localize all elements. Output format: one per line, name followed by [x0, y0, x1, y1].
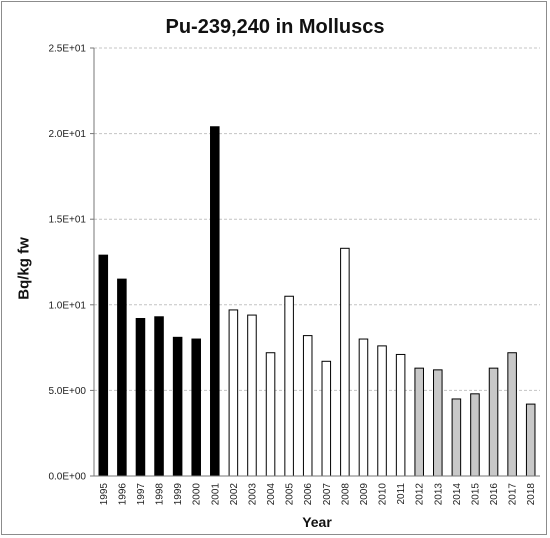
- bar: [470, 393, 480, 477]
- x-tick-label: 1995: [99, 483, 110, 506]
- bar: [321, 360, 332, 477]
- y-tick-labels: 0.0E+00 5.0E+00 1.0E+01 1.5E+01 2.0E+01 2.5E+…: [48, 44, 86, 483]
- y-tick-label: 5.0E+00: [48, 386, 86, 397]
- x-tick-label: 2008: [340, 483, 351, 506]
- x-tick-label: 2006: [303, 483, 314, 506]
- x-tick-label: 2011: [396, 483, 407, 505]
- bar: [172, 336, 183, 477]
- x-tick-label: 2001: [210, 483, 221, 506]
- bar: [154, 316, 164, 477]
- x-tick-label: 2007: [322, 483, 333, 506]
- gridlines: [94, 47, 540, 391]
- chart-title: Pu-239,240 in Molluscs: [165, 16, 385, 38]
- bar: [247, 314, 257, 477]
- x-tick-label: 2012: [415, 483, 426, 506]
- bar: [191, 338, 201, 477]
- bar: [507, 352, 517, 477]
- bar: [377, 345, 387, 477]
- bar: [117, 278, 127, 477]
- x-tick-label: 2004: [266, 483, 277, 506]
- bar: [284, 295, 294, 477]
- x-tick-label: 2010: [378, 483, 389, 506]
- x-tick-label: 2014: [452, 483, 463, 506]
- y-tick-label: 1.5E+01: [48, 215, 86, 226]
- x-axis-label: Year: [302, 514, 332, 530]
- bar: [451, 398, 462, 477]
- x-tick-label: 1996: [117, 483, 128, 506]
- y-tick-label: 2.0E+01: [48, 129, 86, 140]
- bar: [525, 403, 536, 477]
- y-tick-label: 2.5E+01: [48, 44, 86, 55]
- bar: [488, 367, 499, 477]
- bar: [340, 247, 350, 477]
- x-tick-label: 2015: [470, 483, 481, 506]
- x-tick-label: 2000: [192, 483, 203, 506]
- bar: [228, 309, 239, 477]
- bar: [395, 353, 406, 477]
- x-tick-label: 1999: [173, 483, 184, 506]
- x-tick-label: 2013: [433, 483, 444, 506]
- x-tick-label: 2009: [359, 483, 370, 506]
- x-tick-label: 1998: [155, 483, 166, 506]
- x-tick-label: 2017: [508, 483, 519, 506]
- x-tick-label: 2016: [489, 483, 500, 506]
- axes: [90, 47, 540, 477]
- bar: [302, 335, 313, 477]
- bar: [433, 369, 443, 477]
- x-tick-label: 2018: [526, 483, 537, 506]
- bar: [98, 254, 109, 477]
- x-tick-labels: 1995 1996 1997 1998 1999 2000 2001 2002 2003 2004…: [99, 483, 537, 506]
- x-tick-label: 2002: [229, 483, 240, 506]
- bar: [210, 126, 220, 477]
- x-tick-label: 1997: [136, 483, 147, 506]
- bar: [265, 352, 276, 477]
- x-tick-label: 2005: [285, 483, 296, 506]
- y-tick-label: 0.0E+00: [48, 472, 86, 483]
- bars: [98, 126, 536, 477]
- x-tick-label: 2003: [247, 483, 258, 506]
- bar: [135, 317, 146, 477]
- y-tick-label: 1.0E+01: [48, 300, 86, 311]
- bar: [358, 338, 369, 477]
- bar: [414, 367, 424, 477]
